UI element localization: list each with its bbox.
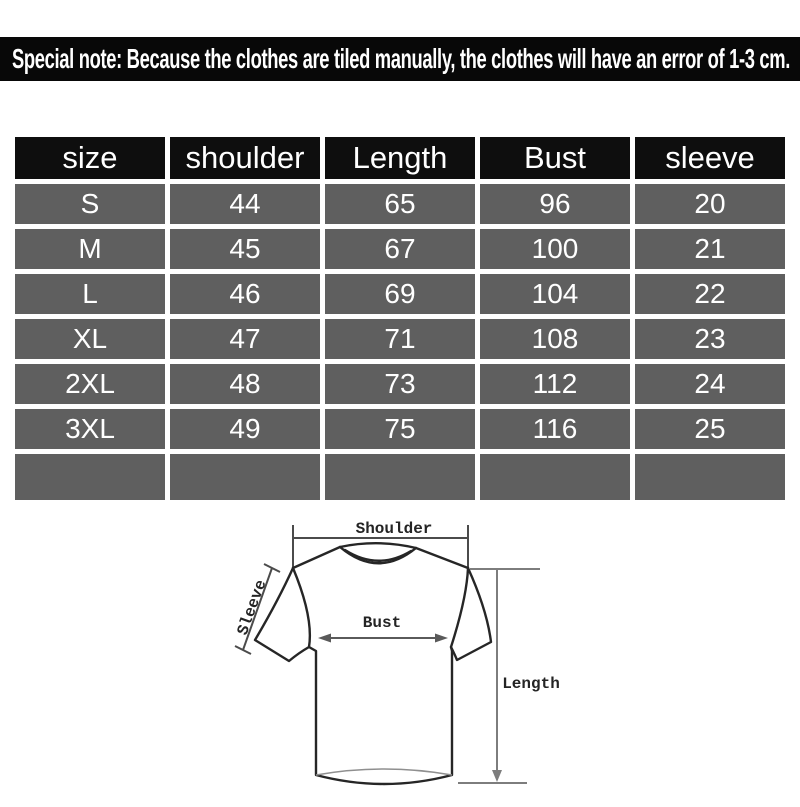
- header-row: size shoulder Length Bust sleeve: [15, 137, 785, 179]
- table-cell: 112: [480, 364, 630, 404]
- table-cell: 44: [170, 184, 320, 224]
- table-cell: 48: [170, 364, 320, 404]
- tshirt-measurement-diagram: Shoulder Sleeve Bust: [230, 512, 580, 802]
- table-cell: 2XL: [15, 364, 165, 404]
- table-cell: 24: [635, 364, 785, 404]
- table-cell: 49: [170, 409, 320, 449]
- table-cell: 96: [480, 184, 630, 224]
- shoulder-measure-line: [292, 525, 469, 568]
- table-cell: 45: [170, 229, 320, 269]
- table-cell: 47: [170, 319, 320, 359]
- special-note-text: Special note: Because the clothes are ti…: [12, 43, 791, 74]
- table-row: M 45 67 100 21: [15, 229, 785, 269]
- table-row: L 46 69 104 22: [15, 274, 785, 314]
- bust-measure-line: [318, 633, 448, 643]
- table-cell: [635, 454, 785, 500]
- sleeve-label: Sleeve: [234, 577, 271, 637]
- table-cell: 21: [635, 229, 785, 269]
- table-row: S 44 65 96 20: [15, 184, 785, 224]
- column-header: Length: [325, 137, 475, 179]
- size-table-header: size shoulder Length Bust sleeve: [15, 137, 785, 179]
- table-cell: [15, 454, 165, 500]
- table-cell: 65: [325, 184, 475, 224]
- size-table-body: S 44 65 96 20 M 45 67 100 21 L 46 69 104 22 XL 47 71 108 23…: [15, 184, 785, 500]
- table-row: [15, 454, 785, 500]
- table-cell: 3XL: [15, 409, 165, 449]
- table-cell: 75: [325, 409, 475, 449]
- table-cell: 69: [325, 274, 475, 314]
- table-cell: [170, 454, 320, 500]
- table-cell: 104: [480, 274, 630, 314]
- table-cell: 71: [325, 319, 475, 359]
- table-cell: 108: [480, 319, 630, 359]
- column-header: sleeve: [635, 137, 785, 179]
- table-row: 2XL 48 73 112 24: [15, 364, 785, 404]
- size-table: size shoulder Length Bust sleeve S 44 65 96 20 M 4…: [10, 132, 790, 505]
- column-header: size: [15, 137, 165, 179]
- tshirt-sketch: Shoulder Sleeve Bust: [234, 520, 560, 786]
- tshirt-outline: [253, 542, 493, 786]
- table-row: XL 47 71 108 23: [15, 319, 785, 359]
- table-cell: S: [15, 184, 165, 224]
- table-cell: 73: [325, 364, 475, 404]
- table-cell: 25: [635, 409, 785, 449]
- column-header: shoulder: [170, 137, 320, 179]
- table-cell: M: [15, 229, 165, 269]
- length-measure-line: [458, 568, 540, 784]
- length-label: Length: [502, 675, 560, 693]
- special-note-banner: Special note: Because the clothes are ti…: [0, 37, 800, 81]
- table-cell: 116: [480, 409, 630, 449]
- table-cell: 20: [635, 184, 785, 224]
- sleeve-measure-line: [234, 563, 281, 655]
- shoulder-label: Shoulder: [356, 520, 433, 538]
- bust-label: Bust: [363, 614, 401, 632]
- column-header: Bust: [480, 137, 630, 179]
- table-cell: 46: [170, 274, 320, 314]
- table-cell: 23: [635, 319, 785, 359]
- table-cell: 67: [325, 229, 475, 269]
- table-cell: XL: [15, 319, 165, 359]
- table-cell: 100: [480, 229, 630, 269]
- table-cell: 22: [635, 274, 785, 314]
- table-row: 3XL 49 75 116 25: [15, 409, 785, 449]
- table-cell: [480, 454, 630, 500]
- table-cell: [325, 454, 475, 500]
- table-cell: L: [15, 274, 165, 314]
